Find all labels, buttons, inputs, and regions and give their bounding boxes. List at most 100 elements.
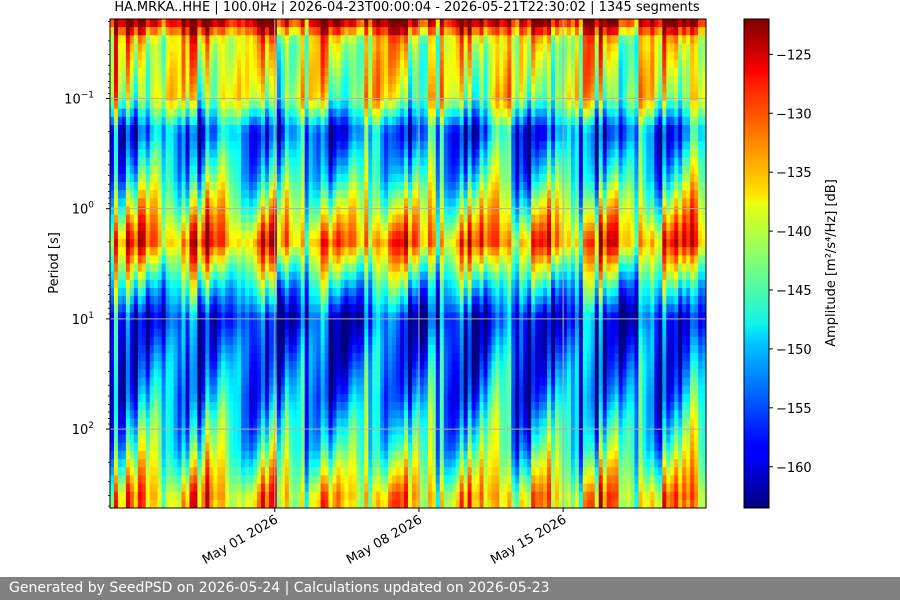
heatmap-cell: [638, 206, 644, 216]
heatmap-cell: [431, 43, 437, 53]
heatmap-cell: [598, 279, 604, 289]
heatmap-cell: [495, 230, 500, 240]
heatmap-cell: [674, 271, 679, 281]
heatmap-cell: [249, 100, 254, 110]
heatmap-cell: [177, 206, 183, 216]
heatmap-cell: [658, 182, 663, 191]
heatmap-cell: [157, 141, 163, 150]
heatmap-cell: [562, 76, 568, 85]
heatmap-cell: [360, 263, 365, 273]
heatmap-cell: [602, 35, 608, 45]
heatmap-cell: [113, 19, 119, 28]
heatmap-cell: [686, 279, 691, 289]
heatmap-cell: [380, 173, 385, 183]
heatmap-cell: [197, 247, 202, 256]
heatmap-cell: [296, 271, 302, 281]
heatmap-cell: [686, 230, 691, 240]
heatmap-cell: [447, 92, 453, 102]
heatmap-cell: [419, 279, 425, 289]
heatmap-cell: [582, 206, 588, 216]
heatmap-cell: [257, 214, 262, 224]
heatmap-cell: [296, 165, 302, 175]
heatmap-cell: [618, 133, 624, 142]
heatmap-cell: [328, 182, 334, 191]
heatmap-cell: [443, 35, 449, 45]
heatmap-cell: [260, 124, 266, 134]
heatmap-cell: [463, 206, 469, 216]
heatmap-cell: [161, 190, 167, 199]
heatmap-cell: [312, 84, 318, 93]
heatmap-cell: [566, 76, 572, 85]
heatmap-cell: [694, 271, 699, 281]
heatmap-cell: [431, 100, 437, 110]
heatmap-cell: [582, 59, 588, 69]
heatmap-cell: [404, 84, 409, 93]
heatmap-cell: [527, 108, 532, 118]
heatmap-cell: [400, 124, 405, 134]
heatmap-cell: [380, 43, 385, 53]
heatmap-cell: [642, 76, 647, 85]
heatmap-cell: [177, 222, 183, 232]
heatmap-cell: [125, 222, 131, 232]
heatmap-cell: [213, 230, 218, 240]
heatmap-cell: [392, 67, 397, 77]
heatmap-cell: [312, 222, 318, 232]
heatmap-cell: [555, 230, 560, 240]
heatmap-cell: [519, 27, 524, 36]
heatmap-cell: [201, 190, 206, 199]
heatmap-cell: [360, 239, 365, 248]
heatmap-cell: [233, 271, 238, 281]
heatmap-cell: [443, 124, 449, 134]
heatmap-cell: [137, 43, 143, 53]
heatmap-cell: [427, 43, 433, 53]
heatmap-cell: [483, 206, 489, 216]
heatmap-cell: [475, 51, 481, 61]
heatmap-cell: [380, 206, 385, 216]
heatmap-cell: [300, 76, 306, 85]
heatmap-cell: [197, 239, 202, 248]
heatmap-cell: [249, 116, 254, 126]
heatmap-cell: [400, 76, 405, 85]
heatmap-cell: [427, 247, 433, 256]
heatmap-cell: [241, 19, 246, 28]
heatmap-cell: [193, 133, 199, 142]
heatmap-cell: [630, 100, 636, 110]
heatmap-cell: [316, 182, 322, 191]
heatmap-cell: [654, 182, 659, 191]
heatmap-cell: [467, 239, 473, 248]
heatmap-cell: [113, 182, 119, 191]
heatmap-cell: [165, 43, 171, 53]
heatmap-cell: [618, 27, 624, 36]
heatmap-cell: [284, 206, 290, 216]
heatmap-cell: [253, 157, 258, 167]
heatmap-cell: [654, 190, 659, 199]
heatmap-cell: [404, 214, 409, 224]
heatmap-cell: [241, 255, 246, 265]
heatmap-cell: [408, 51, 413, 61]
heatmap-cell: [201, 182, 206, 191]
heatmap-cell: [249, 222, 254, 232]
heatmap-cell: [634, 116, 640, 126]
heatmap-cell: [487, 19, 493, 28]
heatmap-cell: [459, 19, 465, 28]
heatmap-cell: [169, 165, 175, 175]
heatmap-cell: [427, 133, 433, 142]
heatmap-cell: [455, 222, 461, 232]
heatmap-cell: [435, 43, 441, 53]
heatmap-cell: [543, 198, 548, 208]
heatmap-cell: [396, 247, 401, 256]
heatmap-cell: [650, 100, 655, 110]
heatmap-cell: [646, 165, 651, 175]
heatmap-cell: [233, 239, 238, 248]
heatmap-cell: [686, 124, 691, 134]
heatmap-cell: [332, 239, 338, 248]
heatmap-cell: [245, 263, 250, 273]
heatmap-cell: [551, 255, 556, 265]
heatmap-cell: [427, 157, 433, 167]
heatmap-cell: [443, 198, 449, 208]
heatmap-cell: [543, 190, 548, 199]
heatmap-cell: [495, 173, 500, 183]
heatmap-cell: [280, 230, 286, 240]
heatmap-cell: [408, 279, 413, 289]
heatmap-cell: [177, 84, 183, 93]
